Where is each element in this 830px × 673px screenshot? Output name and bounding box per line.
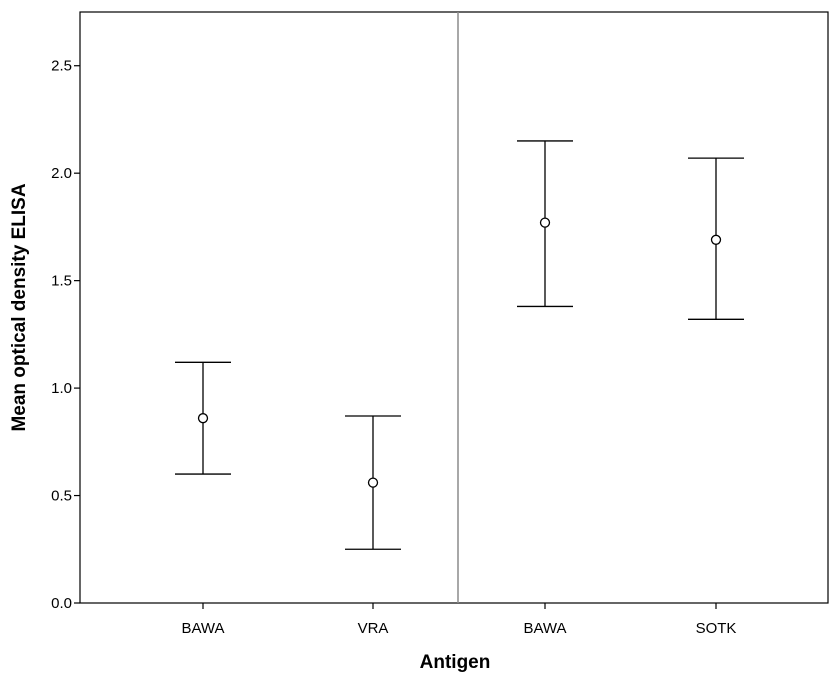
mean-marker: [197, 413, 209, 424]
x-tick-label: BAWA: [523, 620, 566, 637]
y-tick-label: 2.0: [51, 165, 72, 182]
x-axis: BAWA VRA BAWA SOTK: [181, 603, 736, 637]
error-bar-group: [688, 157, 744, 320]
x-axis-title: Antigen: [420, 652, 491, 673]
y-tick-label: 2.5: [51, 58, 72, 75]
y-axis: 0.0 0.5 1.0 1.5 2.0 2.5: [51, 58, 80, 612]
data-marks: [175, 140, 744, 550]
x-tick-label: SOTK: [696, 620, 737, 637]
y-tick-label: 1.5: [51, 273, 72, 290]
error-bar-group: [517, 140, 573, 308]
y-tick-label: 0.5: [51, 488, 72, 505]
y-tick-label: 0.0: [51, 595, 72, 612]
y-axis-title: Mean optical density ELISA: [9, 183, 30, 431]
plot-border: [79, 11, 829, 604]
error-bar-group: [175, 361, 231, 475]
mean-marker: [710, 234, 722, 245]
x-tick-label: BAWA: [181, 620, 224, 637]
mean-marker: [367, 477, 379, 488]
error-bar-group: [345, 415, 401, 550]
mean-marker: [539, 217, 551, 228]
plot-frame: [79, 11, 829, 604]
y-tick-label: 1.0: [51, 380, 72, 397]
x-tick-label: VRA: [358, 620, 389, 637]
